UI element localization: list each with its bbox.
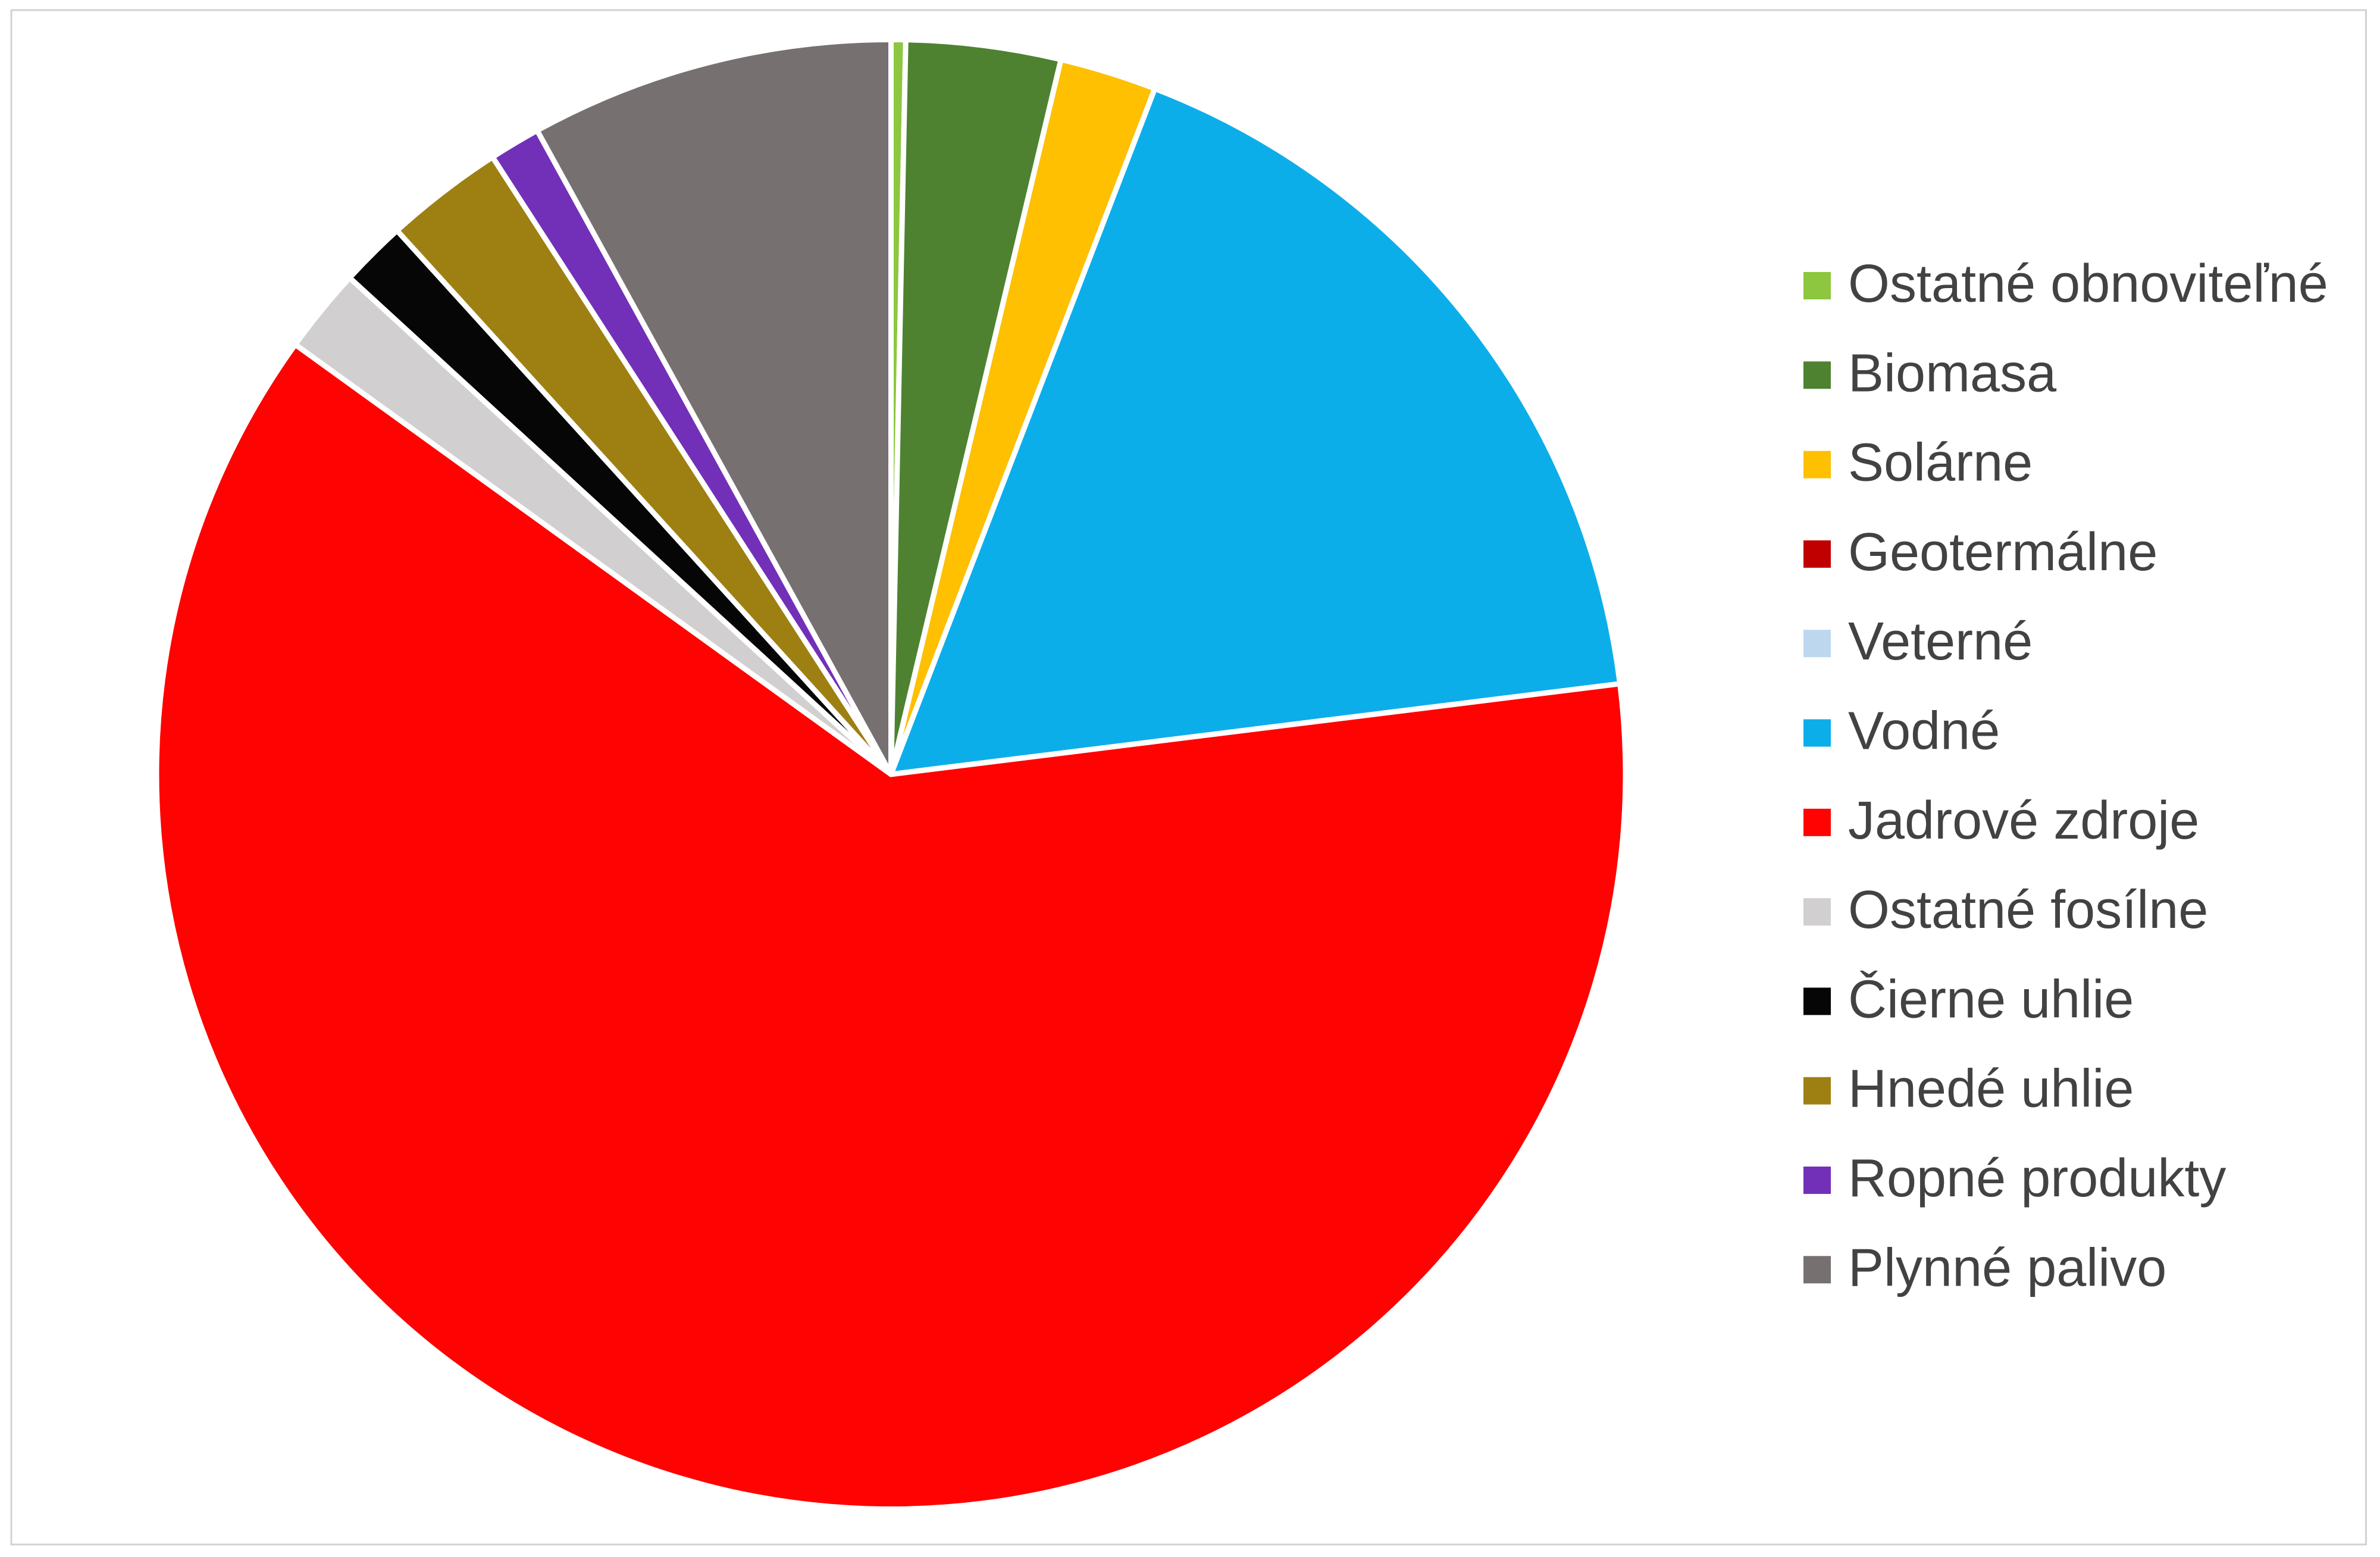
svg-text:Biomasa: Biomasa [1848, 343, 2057, 403]
svg-text:Plynné palivo: Plynné palivo [1848, 1238, 2166, 1298]
svg-text:Geotermálne: Geotermálne [1848, 523, 2157, 582]
svg-text:Solárne: Solárne [1848, 433, 2033, 493]
svg-text:Ostatné fosílne: Ostatné fosílne [1848, 880, 2208, 940]
svg-text:Hnedé uhlie: Hnedé uhlie [1848, 1059, 2134, 1119]
svg-text:Ostatné obnoviteľné: Ostatné obnoviteľné [1848, 254, 2328, 314]
svg-text:Jadrové zdroje: Jadrové zdroje [1848, 791, 2199, 851]
svg-text:Veterné: Veterné [1848, 612, 2033, 671]
svg-text:Ropné produkty: Ropné produkty [1848, 1149, 2226, 1208]
svg-text:Čierne uhlie: Čierne uhlie [1848, 970, 2134, 1029]
svg-text:Vodné: Vodné [1848, 702, 2000, 761]
